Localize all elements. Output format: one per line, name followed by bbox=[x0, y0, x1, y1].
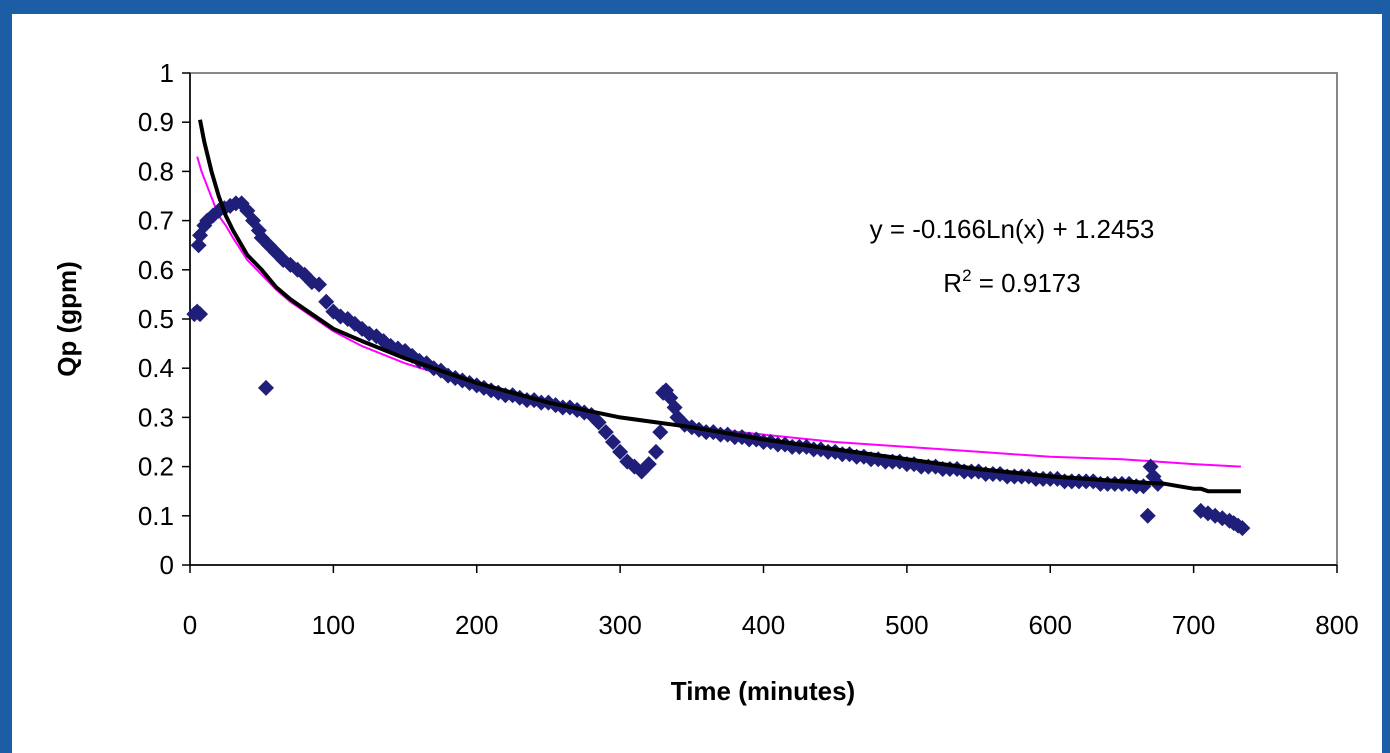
y-tick-label: 0.5 bbox=[138, 304, 174, 334]
x-tick-label: 200 bbox=[455, 610, 498, 640]
y-axis-ticks: 0 0.1 0.2 0.3 0.4 0.5 0.6 0.7 0.8 0.9 1 bbox=[138, 58, 190, 580]
r-squared-exponent: 2 bbox=[962, 266, 971, 285]
data-point bbox=[311, 276, 328, 293]
r-squared-value: = 0.9173 bbox=[972, 268, 1081, 298]
data-point bbox=[275, 251, 292, 268]
y-tick-label: 1 bbox=[160, 58, 174, 88]
r-squared-symbol: R bbox=[943, 268, 962, 298]
x-tick-label: 500 bbox=[885, 610, 928, 640]
y-tick-label: 0.9 bbox=[138, 107, 174, 137]
data-point bbox=[245, 212, 262, 229]
data-point bbox=[590, 414, 607, 431]
data-points bbox=[186, 195, 1251, 537]
x-tick-label: 800 bbox=[1315, 610, 1358, 640]
x-tick-label: 0 bbox=[183, 610, 197, 640]
data-point bbox=[597, 424, 614, 441]
data-point bbox=[192, 306, 209, 323]
y-tick-label: 0.1 bbox=[138, 501, 174, 531]
model-line-path bbox=[196, 156, 1241, 468]
data-point bbox=[257, 379, 274, 396]
data-point bbox=[612, 443, 629, 460]
y-tick-label: 0.6 bbox=[138, 255, 174, 285]
y-tick-label: 0.3 bbox=[138, 402, 174, 432]
x-tick-label: 100 bbox=[312, 610, 355, 640]
data-point bbox=[318, 293, 335, 310]
data-point bbox=[190, 237, 207, 254]
model-line bbox=[196, 156, 1241, 468]
data-point bbox=[604, 434, 621, 450]
data-point bbox=[1234, 520, 1251, 537]
data-point bbox=[640, 456, 657, 473]
x-axis-label: Time (minutes) bbox=[671, 676, 855, 706]
y-tick-label: 0.7 bbox=[138, 206, 174, 236]
chart-frame: 0 0.1 0.2 0.3 0.4 0.5 0.6 0.7 0.8 0.9 1 0 100 200 300… bbox=[12, 14, 1382, 753]
data-point bbox=[268, 244, 285, 261]
chart-svg: 0 0.1 0.2 0.3 0.4 0.5 0.6 0.7 0.8 0.9 1 0 100 200 300… bbox=[52, 58, 1359, 706]
x-axis-ticks: 0 100 200 300 400 500 600 700 800 bbox=[183, 565, 1359, 640]
x-tick-label: 600 bbox=[1029, 610, 1072, 640]
data-point bbox=[1139, 507, 1156, 524]
y-tick-label: 0 bbox=[160, 550, 174, 580]
x-tick-label: 300 bbox=[598, 610, 641, 640]
trendline bbox=[198, 119, 1241, 494]
y-tick-label: 0.2 bbox=[138, 452, 174, 482]
trendline-path bbox=[198, 119, 1241, 494]
y-tick-label: 0.4 bbox=[138, 353, 174, 383]
r-squared-label: R2 = 0.9173 bbox=[943, 266, 1080, 298]
data-point bbox=[652, 424, 669, 441]
data-point bbox=[647, 443, 664, 460]
x-tick-label: 700 bbox=[1172, 610, 1215, 640]
x-tick-label: 400 bbox=[742, 610, 785, 640]
y-tick-label: 0.8 bbox=[138, 156, 174, 186]
trendline-equation: y = -0.166Ln(x) + 1.2453 bbox=[870, 214, 1155, 244]
y-axis-label: Qp (gpm) bbox=[52, 261, 82, 377]
plot-area-border bbox=[189, 72, 1338, 566]
